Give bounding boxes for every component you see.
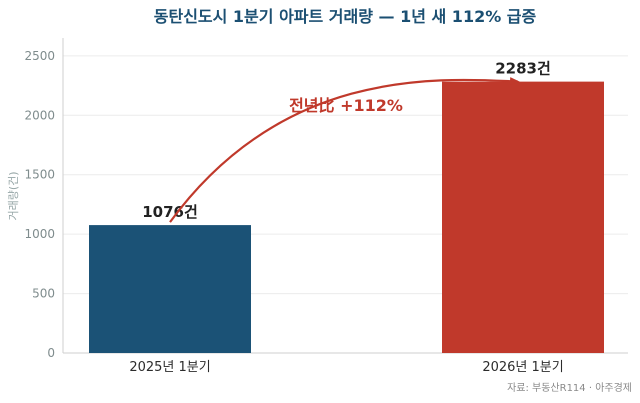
y-tick-label: 1500 bbox=[24, 168, 55, 182]
y-tick-label: 1000 bbox=[24, 227, 55, 241]
bars bbox=[89, 81, 604, 354]
bar bbox=[442, 81, 604, 354]
data-label: 2283건 bbox=[495, 60, 551, 78]
y-tick-label: 0 bbox=[47, 346, 55, 360]
y-tick-label: 500 bbox=[32, 287, 55, 301]
growth-annotation: 전년比 +112% bbox=[289, 96, 403, 115]
y-tick-label: 2500 bbox=[24, 49, 55, 63]
y-tick-label: 2000 bbox=[24, 108, 55, 122]
data-label: 1076건 bbox=[142, 203, 198, 221]
y-axis-label: 거래량(건) bbox=[7, 171, 20, 220]
x-tick-label: 2026년 1분기 bbox=[482, 360, 563, 375]
chart-title: 동탄신도시 1분기 아파트 거래량 — 1년 새 112% 급증 bbox=[154, 7, 537, 26]
labels: 1076건 2025년 1분기 2283건 2026년 1분기 bbox=[129, 60, 563, 375]
x-tick-label: 2025년 1분기 bbox=[129, 360, 210, 375]
bar bbox=[89, 225, 251, 353]
growth-arrow bbox=[169, 77, 520, 223]
source-note: 자료: 부동산R114 · 아주경제 bbox=[507, 381, 632, 394]
